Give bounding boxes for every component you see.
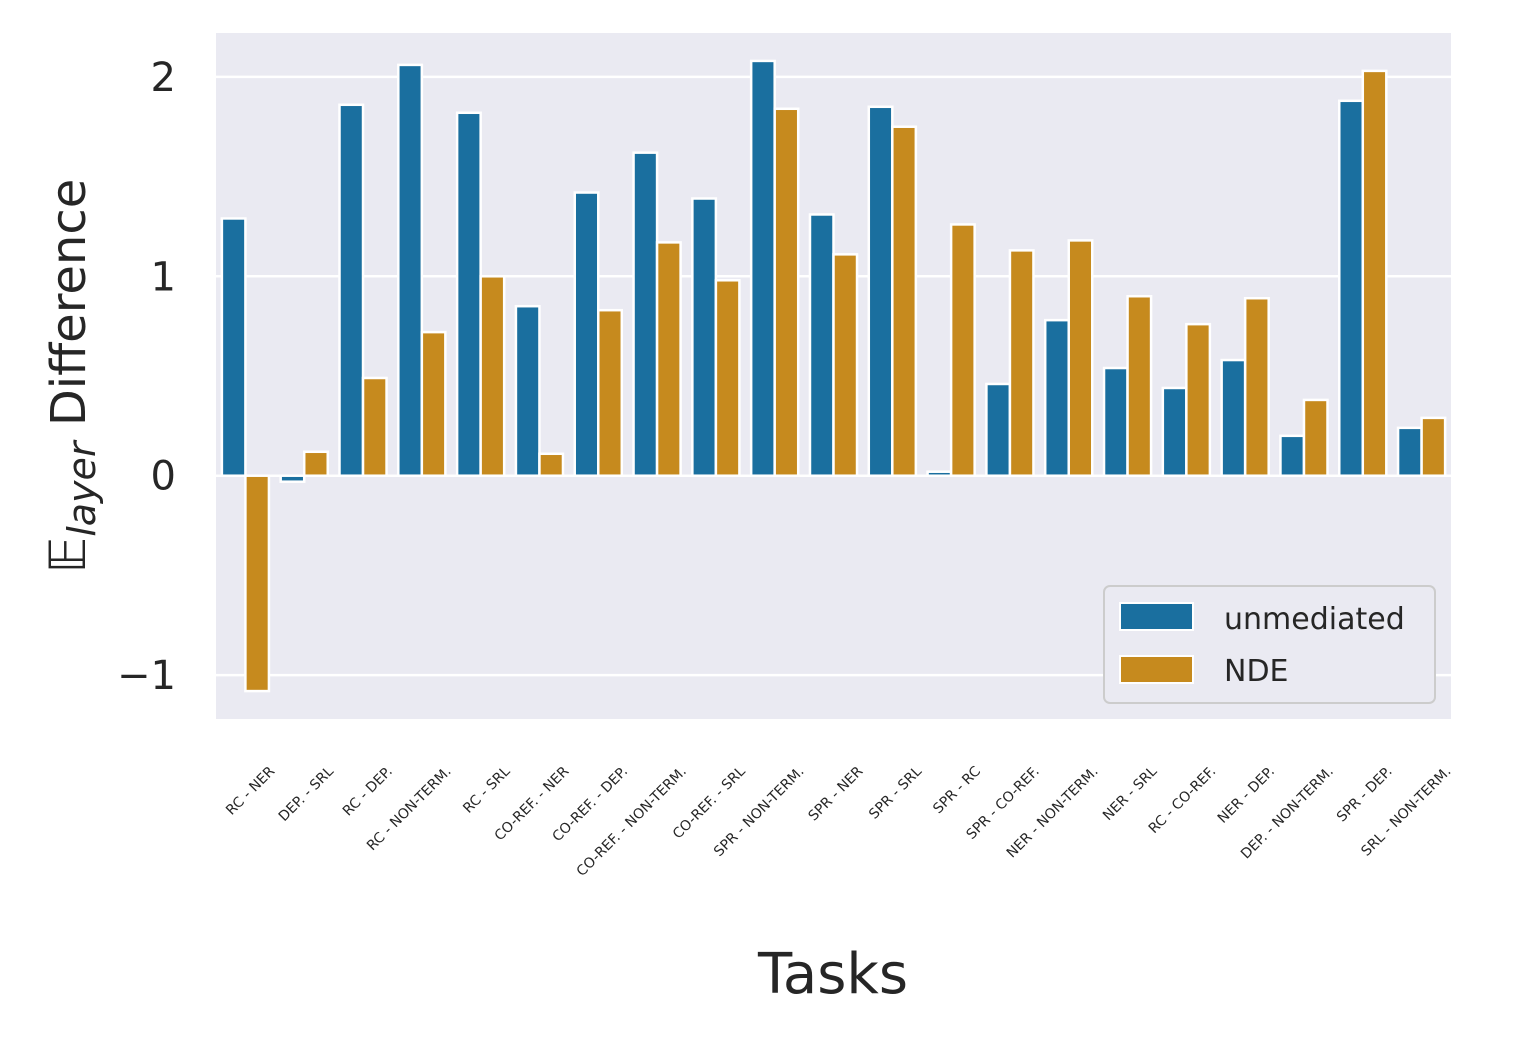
x-tick-label: NER - DEP. bbox=[1215, 764, 1278, 827]
bar-unmediated bbox=[808, 213, 835, 477]
bar-nde bbox=[714, 279, 741, 477]
bar-nde bbox=[1185, 322, 1212, 477]
x-tick-label: SPR - NER bbox=[805, 763, 866, 824]
bar-unmediated bbox=[1161, 386, 1188, 477]
legend-swatch-unmediated bbox=[1119, 602, 1194, 631]
x-tick-label: CO-REF. - NON-TERM. bbox=[574, 764, 690, 880]
legend-label-unmediated: unmediated bbox=[1224, 602, 1405, 637]
bar-nde bbox=[773, 107, 800, 477]
bar-unmediated bbox=[1279, 434, 1306, 477]
bar-unmediated bbox=[867, 105, 894, 477]
legend-swatch-nde bbox=[1119, 655, 1194, 684]
bar-unmediated bbox=[749, 59, 776, 477]
bar-nde bbox=[538, 452, 565, 477]
bars bbox=[220, 59, 1447, 693]
y-tick-label: 2 bbox=[151, 55, 176, 101]
bar-nde bbox=[302, 450, 329, 477]
y-tick-label: 0 bbox=[151, 454, 176, 500]
bar-unmediated bbox=[279, 474, 306, 483]
bar-nde bbox=[361, 376, 388, 477]
bar-nde bbox=[597, 308, 624, 477]
bar-unmediated bbox=[926, 470, 953, 477]
bar-unmediated bbox=[1043, 318, 1070, 477]
bar-unmediated bbox=[985, 382, 1012, 477]
x-tick-label: RC - NER bbox=[223, 763, 278, 818]
bar-nde bbox=[1420, 416, 1447, 477]
bar-nde bbox=[891, 125, 918, 477]
bar-nde bbox=[1243, 296, 1270, 477]
bar-nde bbox=[479, 275, 506, 477]
y-tick-labels: −1 0 1 2 bbox=[117, 55, 176, 699]
x-tick-label: NER - SRL bbox=[1100, 763, 1161, 824]
bar-unmediated bbox=[514, 304, 541, 477]
bar-unmediated bbox=[1338, 99, 1365, 477]
bar-unmediated bbox=[573, 191, 600, 477]
bar-unmediated bbox=[338, 103, 365, 477]
legend: unmediated NDE bbox=[1103, 585, 1436, 704]
x-axis-title: Tasks bbox=[757, 942, 908, 1007]
y-axis-subscript: layer bbox=[60, 439, 104, 537]
x-tick-label: RC - SRL bbox=[460, 763, 513, 816]
y-tick-label: −1 bbox=[117, 653, 176, 699]
bar-nde bbox=[1302, 398, 1329, 477]
bar-nde bbox=[949, 223, 976, 477]
bar-unmediated bbox=[455, 111, 482, 477]
bar-nde bbox=[244, 474, 271, 693]
x-tick-label: RC - DEP. bbox=[340, 764, 396, 820]
bar-unmediated bbox=[632, 151, 659, 477]
x-tick-label: SPR - DEP. bbox=[1334, 764, 1396, 826]
bar-nde bbox=[420, 330, 447, 477]
bar-nde bbox=[832, 253, 859, 477]
bar-nde bbox=[1361, 69, 1388, 477]
y-axis-title: 𝔼layer Difference bbox=[39, 179, 104, 574]
bar-unmediated bbox=[1102, 366, 1129, 477]
bar-unmediated bbox=[397, 63, 424, 477]
bar-nde bbox=[1126, 294, 1153, 477]
bar-nde bbox=[1067, 239, 1094, 477]
bar-nde bbox=[1008, 249, 1035, 477]
y-axis-label-rest: Difference bbox=[41, 179, 97, 442]
y-axis-symbol: 𝔼 bbox=[39, 537, 97, 573]
y-tick-label: 1 bbox=[151, 254, 176, 300]
bar-unmediated bbox=[220, 217, 247, 477]
bar-unmediated bbox=[691, 197, 718, 477]
legend-label-nde: NDE bbox=[1224, 654, 1289, 689]
x-tick-label: SPR - SRL bbox=[866, 763, 925, 822]
bar-unmediated bbox=[1396, 426, 1423, 477]
bar-nde bbox=[655, 241, 682, 477]
bar-unmediated bbox=[1220, 358, 1247, 477]
x-tick-label: SPR - RC bbox=[930, 763, 984, 817]
x-tick-label: DEP. - SRL bbox=[276, 763, 337, 824]
